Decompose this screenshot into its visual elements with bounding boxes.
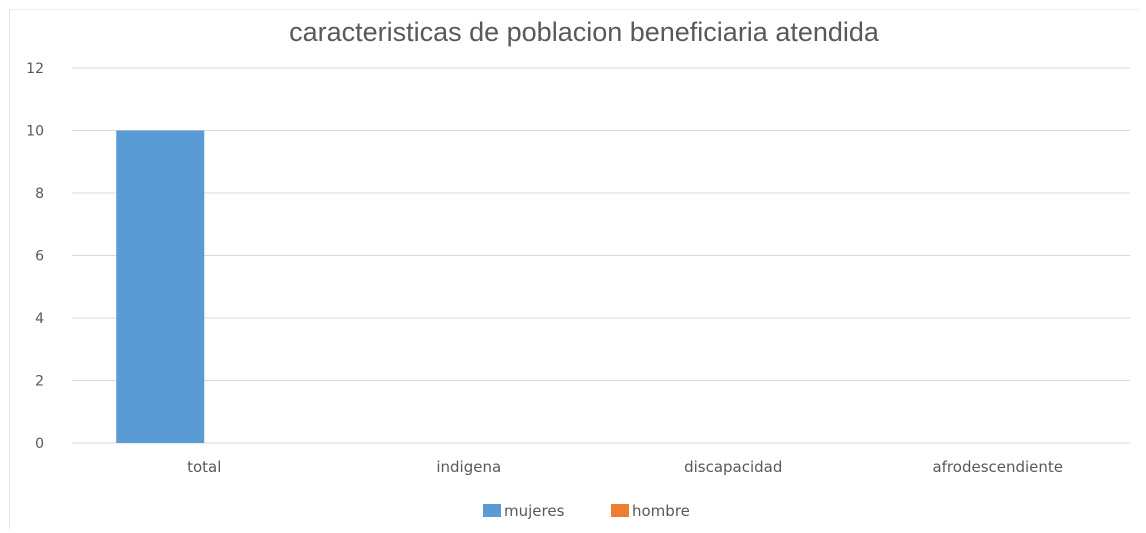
legend-swatch-hombre: [611, 504, 629, 517]
y-tick-label: 2: [35, 374, 44, 390]
legend-label-mujeres: mujeres: [504, 502, 565, 520]
bar-mujeres-total: [116, 130, 205, 443]
legend: mujeres hombre: [483, 502, 690, 520]
x-axis-category-labels: total indigena discapacidad afrodescendient…: [187, 458, 1063, 476]
x-category-label: total: [187, 458, 221, 476]
gridlines: [72, 67, 1130, 444]
chart-title: caracteristicas de poblacion beneficiari…: [289, 17, 880, 47]
y-tick-label: 0: [35, 436, 44, 452]
y-tick-label: 10: [26, 124, 44, 140]
y-axis-tick-labels: 0 2 4 6 8 10 12: [26, 61, 44, 452]
y-tick-label: 4: [35, 311, 44, 327]
legend-swatch-mujeres: [483, 504, 501, 517]
y-tick-label: 8: [35, 186, 44, 202]
legend-label-hombre: hombre: [632, 502, 690, 520]
x-category-label: afrodescendiente: [932, 458, 1063, 476]
bars: [116, 130, 205, 443]
y-tick-label: 12: [26, 61, 44, 77]
x-category-label: indigena: [436, 458, 501, 476]
y-tick-label: 6: [35, 249, 44, 265]
x-category-label: discapacidad: [684, 458, 782, 476]
